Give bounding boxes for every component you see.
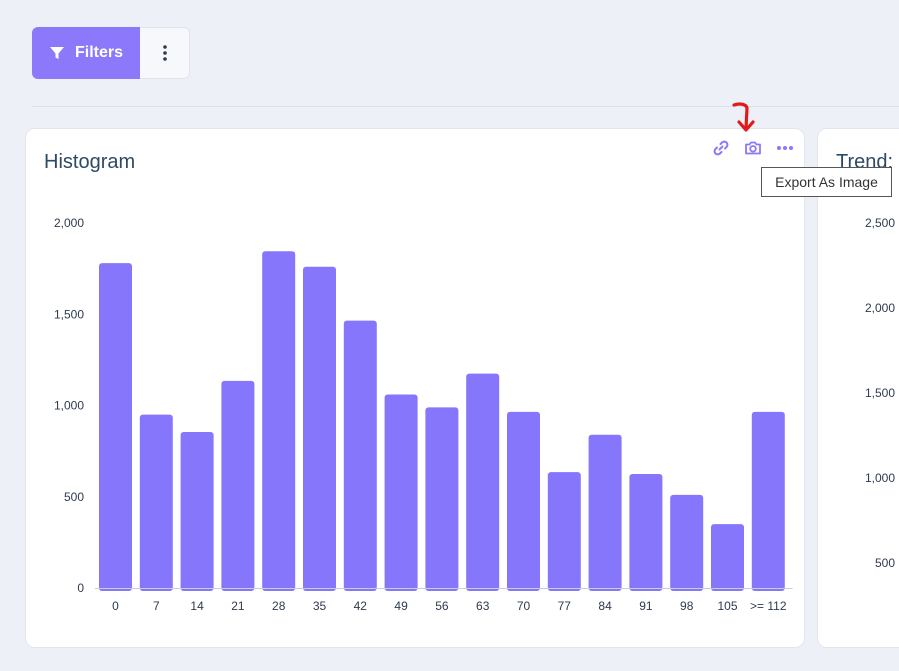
x-tick-label: 84 xyxy=(598,599,612,613)
link-icon[interactable] xyxy=(710,137,732,159)
x-tick-label: 35 xyxy=(313,599,327,613)
x-tick-label: 14 xyxy=(190,599,204,613)
trend-y-tick-label: 2,000 xyxy=(865,301,895,315)
histogram-bar[interactable] xyxy=(221,380,255,591)
histogram-bar[interactable] xyxy=(303,266,336,591)
x-tick-label: 0 xyxy=(112,599,119,613)
x-tick-label: 98 xyxy=(680,599,694,613)
export-tooltip: Export As Image xyxy=(761,167,892,197)
trend-y-tick-label: 2,500 xyxy=(865,216,895,230)
histogram-bar[interactable] xyxy=(507,411,540,591)
camera-icon[interactable] xyxy=(742,137,764,159)
x-tick-label: 56 xyxy=(435,599,449,613)
histogram-bar[interactable] xyxy=(588,434,622,591)
x-tick-label: 63 xyxy=(476,599,490,613)
x-tick-label: 77 xyxy=(558,599,572,613)
histogram-bar[interactable] xyxy=(629,473,663,591)
y-tick-label: 1,000 xyxy=(54,399,84,413)
histogram-bar[interactable] xyxy=(751,411,785,591)
red-arrow-annotation xyxy=(732,102,755,132)
filters-button[interactable]: Filters xyxy=(32,27,140,79)
histogram-bar[interactable] xyxy=(384,394,418,591)
histogram-bar[interactable] xyxy=(99,263,132,591)
histogram-bar[interactable] xyxy=(343,320,377,591)
y-tick-label: 2,000 xyxy=(54,216,84,230)
histogram-bar[interactable] xyxy=(139,414,173,591)
histogram-bar[interactable] xyxy=(466,373,500,591)
histogram-bar[interactable] xyxy=(425,407,459,591)
x-tick-label: 28 xyxy=(272,599,286,613)
filter-icon xyxy=(49,47,64,59)
card-title: Histogram xyxy=(44,151,136,173)
filters-label: Filters xyxy=(74,44,123,61)
trend-y-tick-label: 1,000 xyxy=(865,471,895,485)
more-options-button[interactable] xyxy=(140,27,190,79)
histogram-bar[interactable] xyxy=(547,472,581,591)
y-tick-label: 0 xyxy=(77,581,84,595)
y-tick-label: 500 xyxy=(64,490,84,504)
histogram-bar[interactable] xyxy=(180,431,214,591)
x-tick-label: 42 xyxy=(354,599,368,613)
trend-y-tick-label: 1,500 xyxy=(865,386,895,400)
x-tick-label: >= 112 xyxy=(750,599,787,613)
y-tick-label: 1,500 xyxy=(54,307,84,321)
trend-card: Trend: 2,500 2,000 1,500 1,000 500 xyxy=(817,128,899,648)
histogram-card: Histogram 0 500 1,000 1,500 2,000 0 7 14 21 28 35 4… xyxy=(25,128,805,648)
more-vertical-icon xyxy=(162,45,167,61)
x-tick-label: 105 xyxy=(717,599,737,613)
x-tick-label: 70 xyxy=(517,599,531,613)
histogram-bar[interactable] xyxy=(262,251,296,591)
x-tick-label: 49 xyxy=(394,599,408,613)
histogram-bar[interactable] xyxy=(670,494,704,591)
histogram-bar[interactable] xyxy=(711,524,744,591)
trend-chart: 2,500 2,000 1,500 1,000 500 xyxy=(865,216,895,570)
histogram-chart: 0 500 1,000 1,500 2,000 0 7 14 21 28 35 42 49 56 63 70 7… xyxy=(54,216,793,613)
card-actions xyxy=(710,137,796,159)
trend-y-tick-label: 500 xyxy=(875,556,895,570)
x-tick-label: 21 xyxy=(231,599,245,613)
more-horizontal-icon[interactable] xyxy=(774,137,796,159)
x-tick-label: 7 xyxy=(153,599,160,613)
toolbar: Filters xyxy=(32,27,190,79)
x-tick-label: 91 xyxy=(639,599,653,613)
header-divider xyxy=(32,106,899,107)
